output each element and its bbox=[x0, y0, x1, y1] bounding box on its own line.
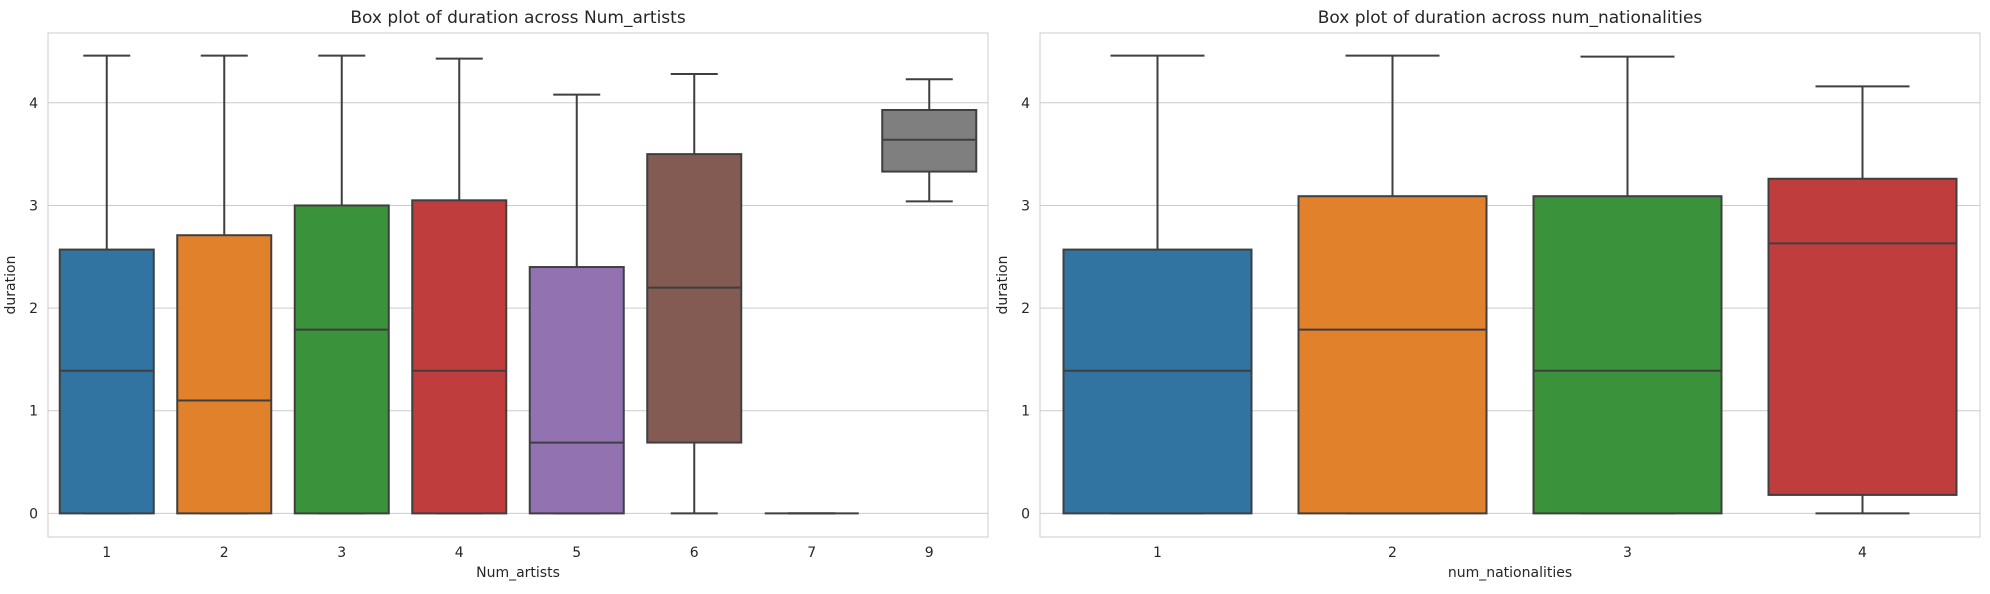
iqr-box bbox=[293, 204, 390, 515]
left-chart-panel: Box plot of duration across Num_artists … bbox=[3, 8, 989, 581]
iqr-box bbox=[881, 108, 978, 173]
left-chart-xtick-label: 9 bbox=[925, 545, 934, 561]
right-chart-xtick-label: 1 bbox=[1153, 545, 1162, 561]
left-chart-xtick-label: 1 bbox=[102, 545, 111, 561]
iqr-box bbox=[1062, 248, 1253, 515]
right-chart-ytick-label: 1 bbox=[1021, 404, 1030, 420]
iqr-box bbox=[1297, 195, 1488, 515]
left-chart-xtick-label: 4 bbox=[455, 545, 464, 561]
left-chart-box-1 bbox=[58, 54, 155, 515]
left-chart-ytick-label: 4 bbox=[29, 96, 38, 112]
right-chart-box-3 bbox=[1532, 55, 1723, 515]
right-chart-box-2 bbox=[1297, 54, 1488, 515]
iqr-box bbox=[646, 153, 743, 444]
left-chart-xtick-label: 2 bbox=[220, 545, 229, 561]
left-chart-ytick-label: 0 bbox=[29, 506, 38, 522]
iqr-box bbox=[1532, 195, 1723, 515]
right-chart-xlabel: num_nationalities bbox=[1448, 565, 1572, 581]
left-chart-xtick-label: 7 bbox=[807, 545, 816, 561]
left-chart-box-2 bbox=[176, 54, 273, 515]
left-chart-box-9 bbox=[881, 78, 978, 203]
left-chart-title: Box plot of duration across Num_artists bbox=[350, 8, 685, 28]
right-chart-panel: Box plot of duration across num_national… bbox=[995, 8, 1981, 581]
left-chart-ytick-label: 2 bbox=[29, 301, 38, 317]
left-chart-ytick-label: 1 bbox=[29, 404, 38, 420]
left-chart-xtick-label: 5 bbox=[572, 545, 581, 561]
left-chart-box-6 bbox=[646, 73, 743, 515]
left-chart-ylabel: duration bbox=[3, 256, 19, 315]
right-chart-ytick-label: 2 bbox=[1021, 301, 1030, 317]
right-chart-box-1 bbox=[1062, 54, 1253, 515]
right-chart-box-4 bbox=[1767, 85, 1958, 515]
right-chart-ytick-label: 4 bbox=[1021, 96, 1030, 112]
iqr-box bbox=[1767, 177, 1958, 496]
left-chart-xtick-label: 3 bbox=[337, 545, 346, 561]
iqr-box bbox=[528, 266, 625, 515]
left-chart-box-3 bbox=[293, 54, 390, 515]
iqr-box bbox=[411, 199, 508, 515]
right-chart-xtick-label: 2 bbox=[1388, 545, 1397, 561]
right-chart-ylabel: duration bbox=[995, 256, 1011, 315]
left-chart-box-5 bbox=[528, 93, 625, 515]
left-chart-box-4 bbox=[411, 57, 508, 515]
left-chart-xtick-label: 6 bbox=[690, 545, 699, 561]
right-chart-ytick-label: 0 bbox=[1021, 506, 1030, 522]
iqr-box bbox=[58, 248, 155, 515]
left-chart-plot-frame bbox=[47, 32, 989, 538]
right-chart-plot-frame bbox=[1039, 32, 1981, 538]
iqr-box bbox=[176, 234, 273, 515]
left-chart-xlabel: Num_artists bbox=[476, 565, 560, 581]
right-chart-ytick-label: 3 bbox=[1021, 198, 1030, 214]
left-chart-ytick-label: 3 bbox=[29, 198, 38, 214]
right-chart-title: Box plot of duration across num_national… bbox=[1318, 8, 1703, 28]
right-chart-xtick-label: 3 bbox=[1623, 545, 1632, 561]
right-chart-xtick-label: 4 bbox=[1858, 545, 1867, 561]
